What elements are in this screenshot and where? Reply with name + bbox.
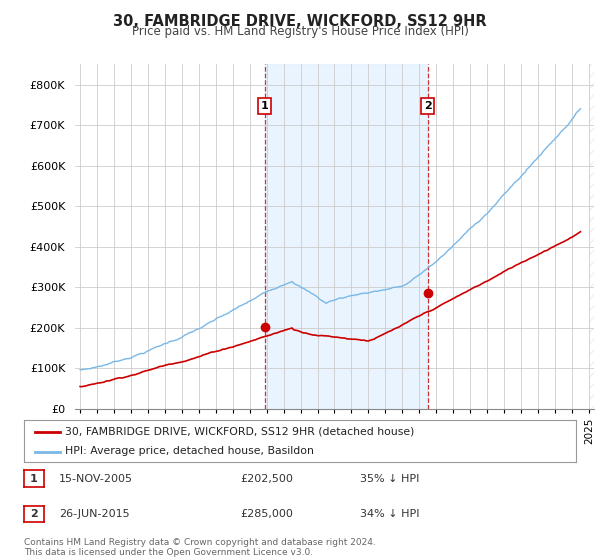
Text: 35% ↓ HPI: 35% ↓ HPI: [360, 474, 419, 484]
Text: 30, FAMBRIDGE DRIVE, WICKFORD, SS12 9HR (detached house): 30, FAMBRIDGE DRIVE, WICKFORD, SS12 9HR …: [65, 427, 415, 437]
Text: 2: 2: [30, 509, 38, 519]
Text: 2: 2: [424, 101, 431, 111]
Text: 30, FAMBRIDGE DRIVE, WICKFORD, SS12 9HR: 30, FAMBRIDGE DRIVE, WICKFORD, SS12 9HR: [113, 14, 487, 29]
Text: £202,500: £202,500: [240, 474, 293, 484]
Bar: [265, 64, 428, 409]
Bar: [589, 64, 594, 409]
Text: £285,000: £285,000: [240, 509, 293, 519]
Text: Contains HM Land Registry data © Crown copyright and database right 2024.
This d: Contains HM Land Registry data © Crown c…: [24, 538, 376, 557]
Text: 1: 1: [30, 474, 38, 484]
Text: HPI: Average price, detached house, Basildon: HPI: Average price, detached house, Basi…: [65, 446, 314, 456]
Text: Price paid vs. HM Land Registry's House Price Index (HPI): Price paid vs. HM Land Registry's House …: [131, 25, 469, 38]
Text: 1: 1: [261, 101, 268, 111]
Text: 34% ↓ HPI: 34% ↓ HPI: [360, 509, 419, 519]
Text: 26-JUN-2015: 26-JUN-2015: [59, 509, 130, 519]
Bar: [589, 64, 594, 409]
Text: 15-NOV-2005: 15-NOV-2005: [59, 474, 133, 484]
